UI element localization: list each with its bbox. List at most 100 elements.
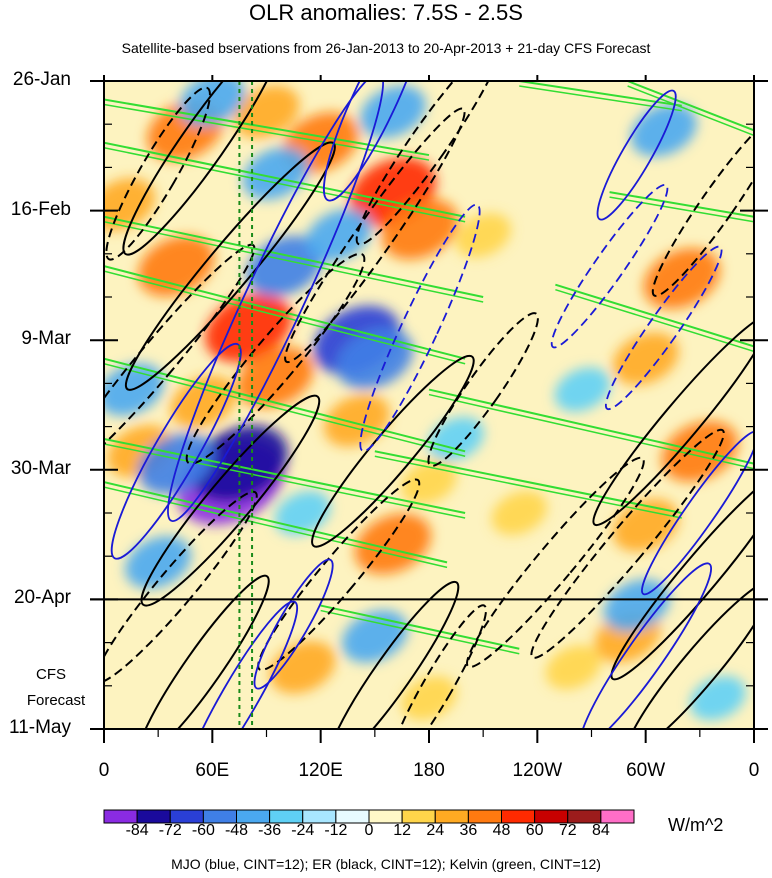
er-contour	[185, 252, 366, 465]
mjo-contour	[604, 245, 723, 411]
er-contour	[466, 456, 645, 669]
colorbar-tick-label: 72	[558, 822, 577, 839]
mjo-contour	[253, 558, 334, 690]
colorbar-tick-label: -24	[291, 822, 315, 839]
er-contour	[104, 243, 256, 474]
colorbar-tick-label: 60	[525, 822, 544, 839]
mjo-contour	[323, 81, 427, 202]
colorbar-tick-label: 84	[591, 822, 610, 839]
anomaly-blob	[237, 346, 314, 408]
colorbar-tick-label: -12	[324, 822, 348, 839]
kelvin-contour	[428, 393, 754, 470]
er-contour	[651, 111, 754, 297]
colorbar-tick-label: -84	[125, 822, 149, 839]
anomaly-blob	[401, 676, 457, 721]
y-tick-label: 30-Mar	[10, 457, 71, 479]
anomaly-blob	[190, 425, 288, 503]
mjo-contour	[180, 600, 299, 729]
er-contour	[136, 574, 270, 729]
colorbar-tick-label: -48	[224, 822, 249, 839]
er-contour	[140, 394, 321, 607]
er-contour	[257, 478, 421, 671]
mjo-contour	[167, 81, 384, 522]
colorbar-tick-label: 24	[426, 822, 445, 839]
kelvin-contour	[555, 288, 754, 353]
anomaly-blob	[138, 235, 215, 297]
colorbar-tick-label: 48	[492, 822, 511, 839]
kelvin-contour	[627, 81, 754, 132]
kelvin-contour	[104, 215, 484, 298]
kelvin-contour	[428, 388, 754, 465]
anomaly-blob	[612, 499, 679, 552]
anomaly-blob	[138, 433, 215, 494]
er-contour	[610, 469, 754, 681]
x-tick-label: 180	[413, 760, 445, 781]
anomaly-blob	[545, 645, 602, 690]
colorbar-tick-label: -60	[191, 822, 215, 839]
anomaly-blob	[455, 213, 511, 258]
anomaly-blob	[381, 198, 459, 260]
kelvin-contour	[104, 270, 466, 365]
anomaly-blob	[305, 209, 372, 262]
kelvin-contour	[104, 362, 466, 458]
chart-title: OLR anomalies: 7.5S - 2.5S	[249, 0, 523, 25]
anomaly-blob	[274, 490, 331, 536]
plot-area	[104, 81, 754, 729]
anomaly-blob	[690, 676, 746, 721]
y-tick-label: 11-May	[9, 717, 71, 738]
kelvin-contour	[627, 85, 754, 137]
kelvin-contour	[555, 283, 754, 348]
y-tick-label: 20-Apr	[13, 587, 71, 609]
colorbar-tick-label: -72	[158, 822, 182, 839]
x-tick-label: 120E	[298, 760, 343, 781]
anomaly-blob	[269, 641, 336, 694]
mjo-contour	[550, 183, 669, 349]
mjo-contour	[641, 430, 754, 596]
er-contour	[626, 580, 754, 729]
colorbar-tick-label: -36	[258, 822, 282, 839]
er-contour	[105, 86, 211, 261]
kelvin-contour	[104, 103, 430, 161]
kelvin-contour	[104, 146, 466, 223]
kelvin-contour	[609, 196, 754, 223]
colorbar-swatch	[600, 809, 635, 824]
mjo-contour	[110, 342, 242, 560]
legend-footer: MJO (blue, CINT=12); ER (black, CINT=12)…	[171, 856, 601, 872]
x-tick-label: 60E	[195, 760, 230, 781]
er-contour	[122, 81, 285, 256]
y-tick-label: 9-Mar	[21, 328, 71, 350]
kelvin-contour	[104, 443, 466, 519]
kelvin-contour	[104, 357, 466, 453]
x-tick-label: 120W	[512, 760, 563, 781]
y-tick-label: 26-Jan	[12, 69, 71, 90]
kelvin-contour	[104, 486, 448, 569]
forecast-label-line1: CFS	[36, 666, 66, 683]
er-contour	[389, 604, 487, 729]
er-contour	[326, 580, 460, 729]
anomaly-blob	[205, 293, 292, 363]
kelvin-contour	[609, 191, 754, 218]
kelvin-contour	[104, 481, 448, 564]
kelvin-contour	[519, 85, 682, 112]
x-tick-label: 0	[748, 760, 760, 781]
anomaly-blob	[603, 579, 670, 632]
mjo-contour	[579, 562, 712, 729]
kelvin-contour	[320, 604, 520, 650]
anomaly-blob	[179, 81, 246, 126]
anomaly-blob	[341, 610, 408, 663]
colorbar-tick-label: 36	[459, 822, 478, 839]
anomaly-blob	[401, 460, 457, 505]
er-contour	[427, 312, 539, 467]
anomaly-blob	[630, 104, 697, 157]
colorbar-tick-label: 12	[393, 822, 412, 839]
anomaly-blob	[554, 367, 611, 412]
kelvin-contour	[104, 437, 466, 514]
x-tick-label: 0	[98, 760, 110, 781]
kelvin-contour	[104, 265, 466, 360]
chart-subtitle: Satellite-based bservations from 26-Jan-…	[121, 40, 651, 56]
forecast-label-line2: Forecast	[26, 692, 86, 709]
anomaly-blob	[612, 332, 679, 385]
er-contour	[530, 428, 725, 659]
er-contour	[592, 314, 754, 527]
